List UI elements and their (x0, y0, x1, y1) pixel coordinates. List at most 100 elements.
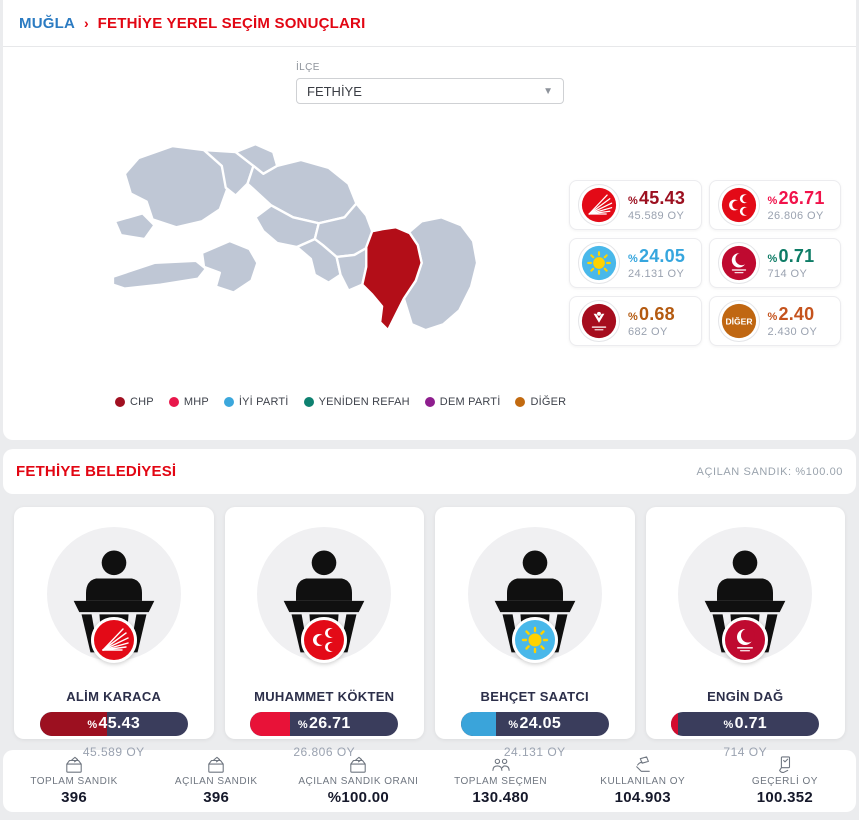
mugla-district-map (111, 142, 479, 332)
party-percent: %26.71 (767, 187, 825, 208)
stat-opened-ballot-ratio: AÇILAN SANDIK ORANI %100.00 (287, 756, 429, 806)
vote-share-bar: %0.71 (671, 712, 820, 736)
party-result-text: %2.40 2.430 OY (768, 304, 818, 339)
party-results-grid: %45.43 45.589 OY %26.71 26.806 OY (569, 180, 841, 346)
legend-item: DİĞER (515, 396, 566, 408)
candidate-card: BEHÇET SAATCI %24.05 24.131 OY (435, 507, 635, 759)
legend-label: MHP (183, 396, 209, 408)
map-district-fethiye-selected[interactable] (361, 226, 423, 332)
stat-value: 396 (61, 789, 88, 806)
map-district-11[interactable] (111, 259, 208, 290)
district-select-value: FETHİYE (307, 83, 362, 99)
legend-label: DİĞER (530, 396, 567, 408)
candidate-avatar (46, 527, 181, 661)
vote-share-fill (671, 712, 679, 736)
summary-stats-bar: TOPLAM SANDIK 396 AÇILAN SANDIK 396 AÇIL… (3, 750, 856, 812)
map-district-8[interactable] (295, 237, 342, 284)
legend-item: CHP (115, 396, 154, 408)
candidate-votes: 26.806 OY (293, 745, 356, 759)
party-result-box-other: DİĞER %2.40 2.430 OY (708, 296, 841, 346)
map-district-10[interactable] (200, 239, 259, 294)
vote-share-percent: %26.71 (297, 715, 351, 732)
cast-vote-icon (635, 756, 650, 772)
party-percent: %24.05 (628, 245, 686, 266)
party-votes: 2.430 OY (767, 326, 818, 339)
stat-total-voters: TOPLAM SEÇMEN 130.480 (430, 756, 572, 806)
district-select[interactable]: FETHİYE ▼ (296, 78, 564, 104)
valid-vote-icon (778, 756, 790, 773)
candidate-cards: ALİM KARACA %45.43 45.589 OY (14, 507, 845, 759)
candidate-avatar (257, 527, 392, 661)
party-percent: %0.68 (628, 303, 675, 324)
vote-share-bar: %45.43 (39, 712, 188, 736)
mhp-logo-icon (301, 617, 348, 663)
party-result-box-zafer: %0.68 682 OY (569, 296, 702, 346)
vote-share-fill (39, 712, 107, 736)
candidate-card: ENGİN DAĞ %0.71 714 OY (645, 507, 845, 759)
breadcrumb: MUĞLA › FETHİYE YEREL SEÇİM SONUÇLARI (3, 0, 856, 47)
candidate-card: MUHAMMET KÖKTEN %26.71 26.806 OY (224, 507, 424, 759)
stat-value: 100.352 (756, 789, 814, 806)
legend-label: İYİ PARTİ (238, 396, 289, 408)
candidate-name: MUHAMMET KÖKTEN (254, 689, 395, 704)
party-votes: 45.589 OY (628, 210, 685, 223)
candidate-name: ALİM KARACA (66, 689, 162, 704)
breadcrumb-separator-icon: › (84, 15, 89, 31)
stat-valid-votes: GEÇERLİ OY 100.352 (714, 756, 856, 806)
vote-share-fill (250, 712, 290, 736)
stat-value: %100.00 (327, 789, 390, 806)
other-parties-logo-icon: DİĞER (717, 300, 760, 342)
ballot-box-icon (66, 756, 82, 773)
stat-opened-ballot-boxes: AÇILAN SANDIK 396 (145, 756, 287, 806)
map-district-2[interactable] (113, 212, 156, 241)
legend-dot (115, 397, 125, 407)
iyi-parti-logo-icon (511, 617, 558, 663)
party-result-text: %0.71 714 OY (768, 246, 815, 281)
voters-icon (491, 758, 510, 771)
legend-item: YENİDEN REFAH (303, 396, 410, 408)
stat-total-ballot-boxes: TOPLAM SANDIK 396 (3, 756, 145, 806)
yeniden-refah-logo-icon (717, 242, 760, 284)
candidate-card: ALİM KARACA %45.43 45.589 OY (14, 507, 214, 759)
candidate-votes: 714 OY (723, 745, 768, 759)
district-filter: İLÇE FETHİYE ▼ (296, 62, 564, 104)
party-result-text: %45.43 45.589 OY (628, 188, 685, 223)
candidate-name: BEHÇET SAATCI (480, 689, 589, 704)
party-result-box-chp: %45.43 45.589 OY (569, 180, 702, 230)
chp-logo-icon (90, 617, 137, 663)
ballot-box-icon (350, 756, 367, 773)
legend-label: DEM PARTİ (439, 396, 501, 408)
party-result-text: %0.68 682 OY (628, 304, 675, 339)
stat-label: AÇILAN SANDIK (174, 776, 258, 787)
stat-label: GEÇERLİ OY (751, 776, 818, 787)
stat-votes-cast: KULLANILAN OY 104.903 (572, 756, 714, 806)
vote-share-bar: %24.05 (460, 712, 609, 736)
party-result-text: %26.71 26.806 OY (768, 188, 825, 223)
svg-text:DİĞER: DİĞER (725, 316, 752, 327)
party-votes: 24.131 OY (628, 268, 685, 281)
legend-dot (223, 397, 234, 407)
legend-item: MHP (168, 396, 209, 408)
candidate-votes: 24.131 OY (503, 745, 566, 759)
zafer-partisi-logo-icon (578, 300, 620, 342)
party-result-box-mhp: %26.71 26.806 OY (708, 180, 841, 230)
legend-dot (168, 397, 179, 407)
mhp-logo-icon (717, 184, 760, 226)
breadcrumb-province-link[interactable]: MUĞLA (19, 14, 75, 32)
stat-value: 396 (203, 789, 230, 806)
party-votes: 714 OY (767, 268, 808, 281)
chp-logo-icon (578, 184, 620, 226)
vote-share-percent: %45.43 (87, 715, 141, 732)
candidate-votes: 45.589 OY (82, 745, 145, 759)
party-result-box-iyi: %24.05 24.131 OY (569, 238, 702, 288)
party-percent: %0.71 (767, 245, 815, 266)
legend-dot (515, 397, 526, 407)
vote-share-fill (460, 712, 497, 736)
district-select-label: İLÇE (296, 62, 320, 73)
stat-label: TOPLAM SEÇMEN (454, 776, 548, 787)
party-votes: 26.806 OY (767, 210, 824, 223)
map-legend: CHP MHP İYİ PARTİ YENİDEN REFAH DEM PART… (115, 396, 566, 408)
legend-item: DEM PARTİ (424, 396, 501, 408)
party-percent: %2.40 (767, 303, 815, 324)
municipality-title: FETHİYE BELEDİYESİ (16, 463, 177, 480)
